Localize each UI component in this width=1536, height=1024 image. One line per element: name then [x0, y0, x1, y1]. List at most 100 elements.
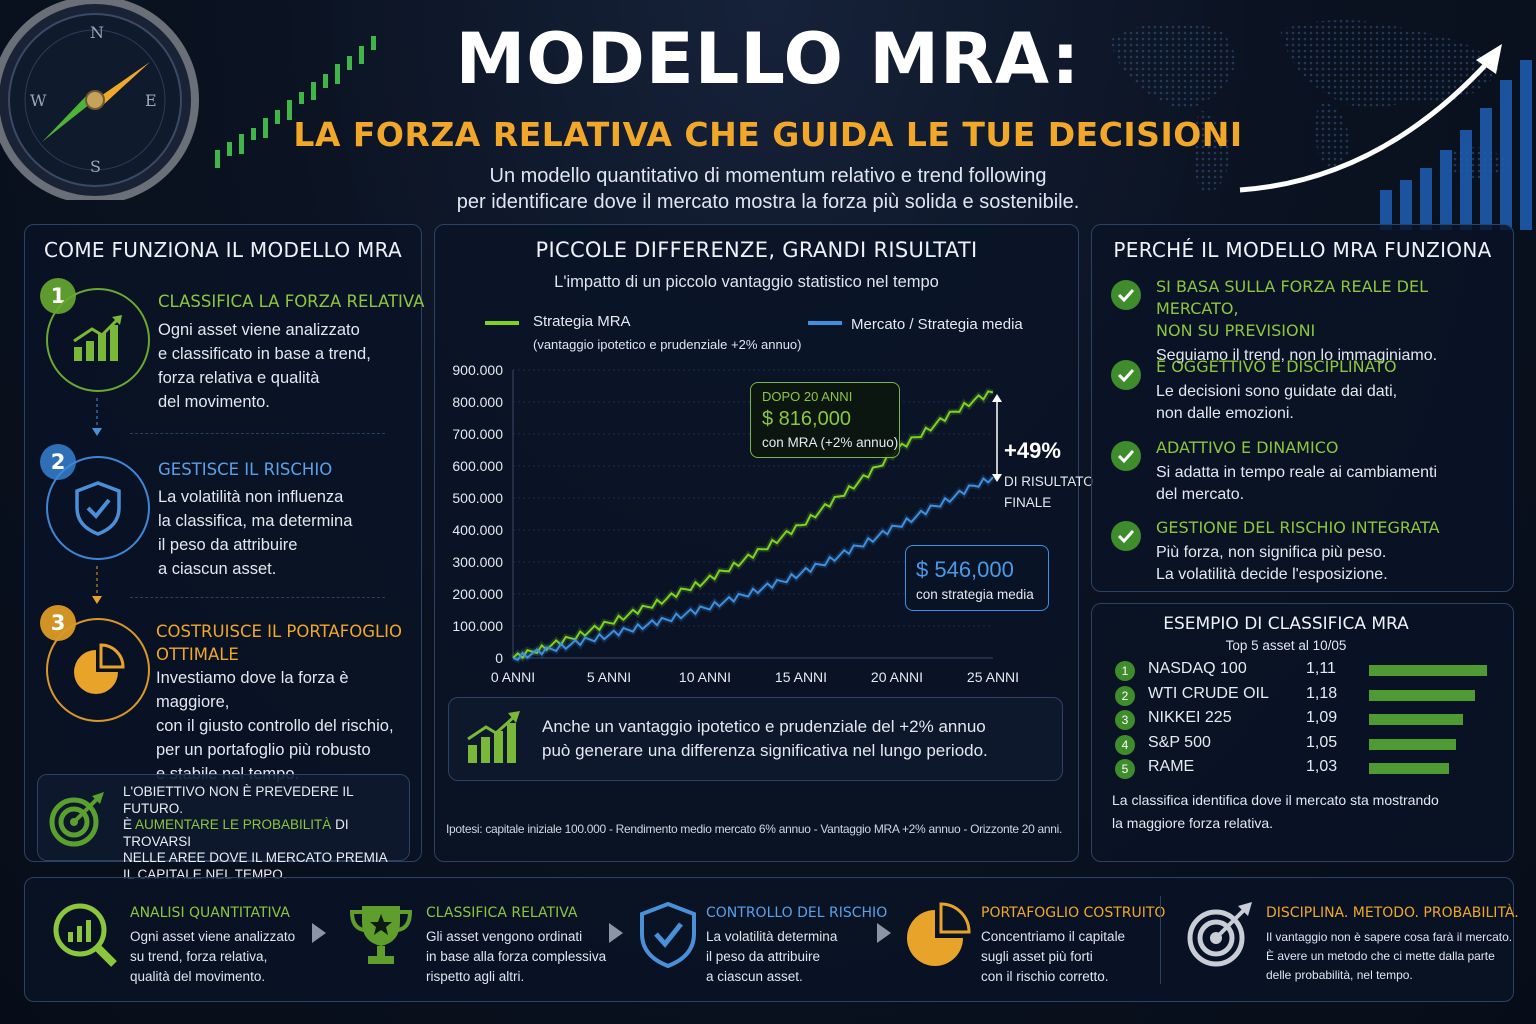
goal-box	[37, 774, 410, 861]
y-tick-label: 100.000	[452, 618, 503, 634]
y-tick-label: 700.000	[452, 426, 503, 442]
svg-text:E: E	[145, 91, 157, 110]
step-1-line: e classificato in base a trend,	[158, 345, 371, 363]
goal-line: L'OBIETTIVO NON È PREVEDERE IL FUTURO.	[123, 784, 354, 816]
step-2-heading: GESTISCE IL RISCHIO	[158, 460, 333, 479]
rank-score: 1,05	[1306, 733, 1338, 751]
mra-series-line	[512, 390, 994, 660]
goal-text: L'OBIETTIVO NON È PREVEDERE IL FUTURO. È…	[123, 784, 408, 883]
y-tick-label: 900.000	[452, 362, 503, 378]
goal-text-part: È	[123, 817, 136, 832]
bottom-item-4-text: Concentriamo il capitale sugli asset più…	[981, 927, 1125, 987]
rank-strength-bar	[1369, 738, 1457, 750]
svg-text:S: S	[90, 157, 101, 176]
pie-chart-icon	[74, 643, 125, 694]
candlestick-decoration	[205, 30, 405, 190]
step-2-line: il peso da attribuire	[158, 536, 298, 554]
bottom-line: Ogni asset viene analizzato	[130, 929, 296, 944]
rank-asset-name: NIKKEI 225	[1148, 709, 1232, 726]
step-1-line: Ogni asset viene analizzato	[158, 321, 360, 339]
y-tick-label: 500.000	[452, 490, 503, 506]
step-2-ring	[46, 456, 150, 560]
x-tick-label: 5 ANNI	[587, 669, 631, 685]
shield-check-icon	[638, 900, 698, 975]
target-icon	[1186, 900, 1256, 975]
goal-line: NELLE AREE DOVE IL MERCATO PREMIA	[123, 850, 388, 865]
rank-asset-name: RAME	[1148, 758, 1195, 775]
intro-text: Un modello quantitativo di momentum rela…	[368, 163, 1168, 215]
bottom-item-2-heading: CLASSIFICA RELATIVA	[426, 905, 578, 921]
legend-mra-note: (vantaggio ipotetico e prudenziale +2% a…	[533, 337, 802, 352]
trophy-icon	[346, 900, 416, 975]
compass-icon: N S E W	[0, 0, 210, 204]
ranking-panel	[1091, 603, 1514, 862]
ranking-footer: La classifica identifica dove il mercato…	[1112, 789, 1439, 835]
bottom-item-5-heading: DISCIPLINA. METODO. PROBABILITÀ.	[1266, 905, 1519, 921]
check-icon	[1111, 360, 1141, 390]
shield-check-icon	[75, 481, 121, 536]
step-2-line: la classifica, ma determina	[158, 512, 353, 530]
step-3-heading-line: COSTRUISCE IL PORTAFOGLIO	[156, 622, 403, 641]
difference-label-line: DI RISULTATO	[1004, 474, 1094, 489]
mra-callout-note: con MRA (+2% annuo)	[762, 435, 899, 450]
bottom-line: sugli asset più forti	[981, 949, 1093, 964]
step-3-heading: COSTRUISCE IL PORTAFOGLIO OTTIMALE	[156, 620, 402, 666]
why-title: PERCHÉ IL MODELLO MRA FUNZIONA	[1113, 238, 1492, 262]
rank-asset-name: NASDAQ 100	[1148, 660, 1247, 677]
y-tick-label: 800.000	[452, 394, 503, 410]
chevron-right-icon	[877, 923, 891, 943]
step-1-ring	[46, 288, 150, 392]
bottom-summary-bar	[24, 877, 1514, 1002]
bottom-line: È avere un metodo che ci mette dalla par…	[1266, 949, 1495, 963]
bottom-line: qualità del movimento.	[130, 969, 266, 984]
bottom-line: in base alla forza complessiva	[426, 949, 607, 964]
goal-text-part: DI TROVARSI	[123, 817, 349, 849]
market-callout-value: $ 546,000	[916, 557, 1014, 582]
y-tick-label: 400.000	[452, 522, 503, 538]
reason-heading: ADATTIVO E DINAMICO	[1156, 438, 1339, 457]
magnifier-chart-icon	[50, 900, 120, 975]
results-subtitle: L'impatto di un piccolo vantaggio statis…	[554, 273, 939, 291]
rank-number: 3	[1115, 710, 1135, 730]
reason-text: Si adatta in tempo reale ai cambiamenti	[1156, 464, 1438, 481]
check-icon	[1111, 280, 1141, 310]
chevron-right-icon	[312, 923, 326, 943]
mra-callout	[750, 382, 900, 458]
reason-text: non dalle emozioni.	[1156, 405, 1294, 422]
reason-heading: SI BASA SULLA FORZA REALE DEL MERCATO,	[1156, 277, 1428, 318]
ranking-title: ESEMPIO DI CLASSIFICA MRA	[1163, 614, 1409, 634]
divider	[130, 597, 385, 598]
reason-item: ADATTIVO E DINAMICO Si adatta in tempo re…	[1156, 437, 1501, 506]
results-title: PICCOLE DIFFERENZE, GRANDI RISULTATI	[535, 238, 978, 262]
bottom-line: Il vantaggio non è sapere cosa farà il m…	[1266, 930, 1513, 944]
reason-item: SI BASA SULLA FORZA REALE DEL MERCATO, NO…	[1156, 276, 1501, 367]
rank-asset-name: WTI CRUDE OIL	[1148, 684, 1269, 702]
reason-item: GESTIONE DEL RISCHIO INTEGRATA Più forza,…	[1156, 517, 1501, 586]
assumptions-footnote: Ipotesi: capitale iniziale 100.000 - Ren…	[446, 822, 1063, 836]
step-3-heading-line: OTTIMALE	[156, 645, 239, 664]
bottom-item-3-text: La volatilità determina il peso da attri…	[706, 927, 837, 987]
difference-arrow	[990, 392, 1004, 489]
goal-highlight: AUMENTARE LE PROBABILITÀ	[135, 817, 332, 832]
bottom-line: il peso da attribuire	[706, 949, 821, 964]
rank-number: 4	[1115, 734, 1135, 755]
reason-heading: GESTIONE DEL RISCHIO INTEGRATA	[1156, 518, 1440, 537]
bottom-item-4-heading: PORTAFOGLIO COSTRUITO	[981, 905, 1166, 921]
step-2-text: La volatilità non influenza la classific…	[158, 485, 408, 581]
step-1-line: forza relativa e qualità	[158, 369, 320, 387]
rank-strength-bar	[1369, 689, 1476, 701]
bottom-line: con il rischio corretto.	[981, 969, 1109, 984]
difference-label: DI RISULTATO FINALE	[1004, 471, 1094, 513]
reason-text: del mercato.	[1156, 486, 1245, 503]
step-connector-2	[92, 566, 102, 606]
reason-heading: È OGGETTIVO E DISCIPLINATO	[1156, 357, 1397, 376]
step-1-heading: CLASSIFICA LA FORZA RELATIVA	[158, 292, 425, 311]
step-2-line: a ciascun asset.	[158, 560, 277, 578]
legend-market-label: Mercato / Strategia media	[851, 316, 1023, 333]
check-icon	[1111, 441, 1141, 471]
bottom-item-1-text: Ogni asset viene analizzato su trend, fo…	[130, 927, 295, 987]
ranking-footer-line: la maggiore forza relativa.	[1112, 815, 1274, 831]
reason-text: La volatilità decide l'esposizione.	[1156, 566, 1388, 583]
growth-chart: 0 100.000 200.000 300.000 400.000 500.000 600.…	[452, 362, 1019, 685]
rank-strength-bar	[1369, 665, 1487, 676]
